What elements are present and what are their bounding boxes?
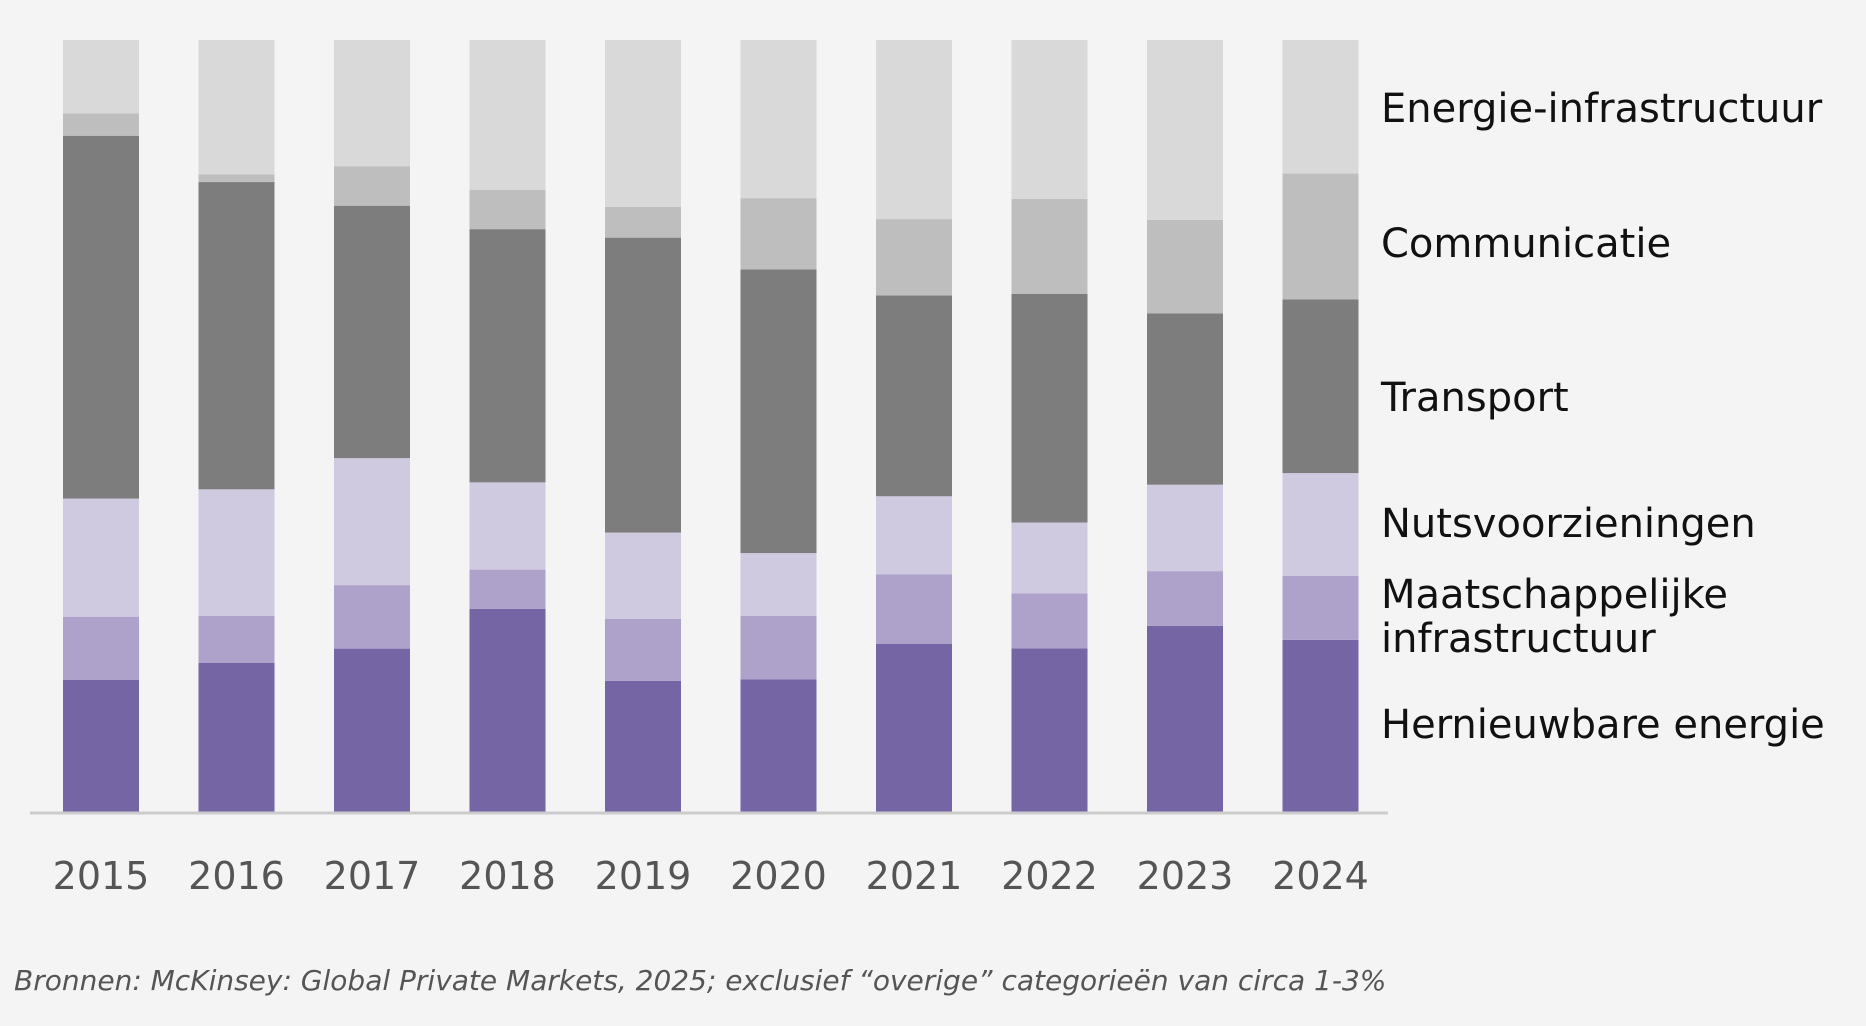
bar-segment-2021-hernieuwbare-energie xyxy=(876,643,952,812)
bar-segment-2015-transport xyxy=(63,135,139,499)
bar-segment-2022-hernieuwbare-energie xyxy=(1011,648,1088,812)
bar-segment-2019-nutsvoorzieningen xyxy=(605,532,681,619)
bar-segment-2021-nutsvoorzieningen xyxy=(876,496,952,575)
bar-segment-2019-energie-infrastructuur xyxy=(605,40,681,207)
bar-segment-2024-transport xyxy=(1282,299,1359,474)
bar-segment-2020-nutsvoorzieningen xyxy=(740,553,817,616)
legend-label-energie-infrastructuur: Energie-infrastructuur xyxy=(1381,86,1823,132)
legend-label-maatschappelijke-line2: infrastructuur xyxy=(1381,616,1656,662)
x-tick-label-2016: 2016 xyxy=(188,854,285,898)
bar-segment-2024-nutsvoorzieningen xyxy=(1282,473,1359,576)
x-tick-label-2018: 2018 xyxy=(459,854,556,898)
x-tick-label-2021: 2021 xyxy=(866,854,963,898)
bar-segment-2020-energie-infrastructuur xyxy=(740,40,817,199)
bar-segment-2019-transport xyxy=(605,237,681,533)
bar-segment-2016-transport xyxy=(198,182,275,490)
bar-segment-2019-maatschappelijke-infrastructuur xyxy=(605,619,681,681)
x-tick-labels: 2015 2016 2017 2018 2019 2020 2021 2022 2023 2024 xyxy=(53,854,1369,898)
bar-segment-2020-hernieuwbare-energie xyxy=(740,679,817,812)
bars-group xyxy=(63,40,1359,812)
bar-segment-2020-maatschappelijke-infrastructuur xyxy=(740,615,817,680)
x-tick-label-2017: 2017 xyxy=(324,854,421,898)
bar-segment-2019-hernieuwbare-energie xyxy=(605,680,681,812)
bar-segment-2018-energie-infrastructuur xyxy=(469,40,546,190)
bar-segment-2021-communicatie xyxy=(876,219,952,296)
bar-segment-2017-communicatie xyxy=(334,166,410,206)
bar-segment-2015-nutsvoorzieningen xyxy=(63,498,139,617)
bar-segment-2023-maatschappelijke-infrastructuur xyxy=(1147,571,1223,626)
bar-segment-2024-maatschappelijke-infrastructuur xyxy=(1282,575,1359,640)
bar-segment-2024-communicatie xyxy=(1282,173,1359,300)
bar-segment-2017-nutsvoorzieningen xyxy=(334,458,410,586)
bar-segment-2018-nutsvoorzieningen xyxy=(469,482,546,570)
legend-label-transport: Transport xyxy=(1380,375,1569,421)
x-tick-label-2015: 2015 xyxy=(53,854,150,898)
bar-segment-2023-hernieuwbare-energie xyxy=(1147,625,1223,812)
bar-segment-2016-energie-infrastructuur xyxy=(198,40,275,175)
bar-segment-2021-maatschappelijke-infrastructuur xyxy=(876,574,952,644)
source-footnote: Bronnen: McKinsey: Global Private Market… xyxy=(14,964,1387,997)
bar-segment-2021-transport xyxy=(876,295,952,497)
legend-label-communicatie: Communicatie xyxy=(1381,221,1671,267)
bar-segment-2022-energie-infrastructuur xyxy=(1011,40,1088,200)
bar-segment-2018-transport xyxy=(469,229,546,483)
bar-segment-2020-transport xyxy=(740,269,817,554)
x-tick-label-2022: 2022 xyxy=(1001,854,1098,898)
bar-segment-2015-energie-infrastructuur xyxy=(63,40,139,114)
legend-label-nutsvoorzieningen: Nutsvoorzieningen xyxy=(1381,501,1756,547)
bar-segment-2018-hernieuwbare-energie xyxy=(469,608,546,812)
bar-segment-2021-energie-infrastructuur xyxy=(876,40,952,220)
bar-segment-2016-nutsvoorzieningen xyxy=(198,489,275,616)
x-tick-label-2019: 2019 xyxy=(595,854,692,898)
bar-segment-2022-maatschappelijke-infrastructuur xyxy=(1011,593,1088,649)
bar-segment-2018-maatschappelijke-infrastructuur xyxy=(469,569,546,609)
legend: Energie-infrastructuur Communicatie Tran… xyxy=(1380,86,1825,748)
bar-segment-2016-communicatie xyxy=(198,174,275,183)
bar-segment-2015-maatschappelijke-infrastructuur xyxy=(63,616,139,680)
bar-segment-2019-communicatie xyxy=(605,206,681,238)
bar-segment-2017-hernieuwbare-energie xyxy=(334,648,410,812)
bar-segment-2024-energie-infrastructuur xyxy=(1282,40,1359,174)
bar-segment-2022-nutsvoorzieningen xyxy=(1011,522,1088,594)
bar-segment-2015-communicatie xyxy=(63,113,139,136)
bar-segment-2017-transport xyxy=(334,205,410,459)
bar-segment-2016-maatschappelijke-infrastructuur xyxy=(198,615,275,664)
bar-segment-2022-communicatie xyxy=(1011,199,1088,294)
bar-segment-2023-nutsvoorzieningen xyxy=(1147,484,1223,572)
x-tick-label-2023: 2023 xyxy=(1137,854,1234,898)
bar-segment-2023-communicatie xyxy=(1147,219,1223,314)
bar-segment-2016-hernieuwbare-energie xyxy=(198,663,275,812)
x-tick-label-2024: 2024 xyxy=(1272,854,1369,898)
bar-segment-2020-communicatie xyxy=(740,198,817,270)
bar-segment-2017-energie-infrastructuur xyxy=(334,40,410,167)
x-tick-label-2020: 2020 xyxy=(730,854,827,898)
bar-segment-2023-transport xyxy=(1147,313,1223,485)
bar-segment-2015-hernieuwbare-energie xyxy=(63,679,139,812)
bar-segment-2017-maatschappelijke-infrastructuur xyxy=(334,585,410,649)
bar-segment-2022-transport xyxy=(1011,293,1088,523)
bar-segment-2024-hernieuwbare-energie xyxy=(1282,639,1359,812)
legend-label-hernieuwbare-energie: Hernieuwbare energie xyxy=(1381,702,1825,748)
bar-segment-2018-communicatie xyxy=(469,189,546,230)
bar-segment-2023-energie-infrastructuur xyxy=(1147,40,1223,220)
legend-label-maatschappelijke-line1: Maatschappelijke xyxy=(1381,572,1728,618)
